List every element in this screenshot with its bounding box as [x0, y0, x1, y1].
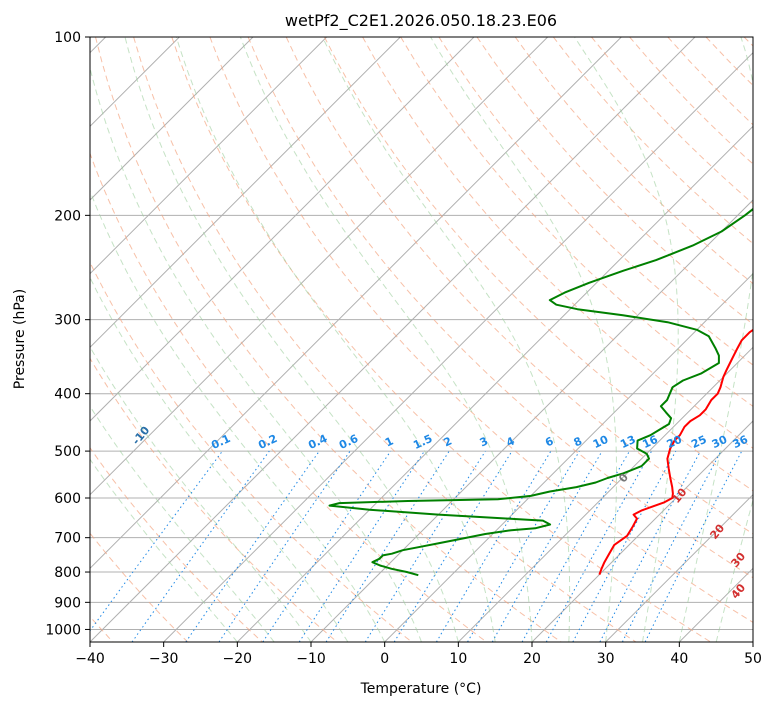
isotherm: [384, 272, 753, 642]
x-tick-label: 30: [597, 651, 615, 667]
x-axis: −40 −30 −20 −10 0 10 20 30 40 50: [75, 642, 762, 667]
y-tick-label: 600: [54, 491, 81, 507]
isotherm: [752, 641, 753, 642]
dry-adiabat: [95, 37, 562, 642]
moist-adiabat: [574, 37, 679, 642]
y-tick-label: 900: [54, 595, 81, 611]
x-tick-label: 40: [670, 651, 688, 667]
y-tick-label: 700: [54, 531, 81, 547]
moist-adiabat: [175, 37, 496, 642]
y-tick-label: 300: [54, 313, 81, 329]
mixing-ratio-line: [435, 450, 552, 642]
dry-adiabat: [285, 37, 753, 535]
y-tick-label: 400: [54, 387, 81, 403]
dry-adiabat: [90, 152, 487, 642]
y-tick-label: 200: [54, 208, 81, 224]
y-tick-label: 500: [54, 444, 81, 460]
isotherm: [531, 420, 753, 642]
dry-adiabat: [247, 37, 753, 579]
isotherm: [163, 51, 753, 642]
dry-adiabat: [438, 37, 753, 366]
mixing-ratio-line: [599, 450, 701, 642]
mixing-ratio-line: [393, 450, 513, 642]
isotherm: [605, 493, 753, 642]
moist-adiabat: [239, 37, 533, 642]
dry-adiabat: [133, 37, 637, 642]
moist-adiabat: [715, 498, 753, 642]
y-tick-label: 1000: [45, 622, 81, 638]
x-tick-label: 10: [449, 651, 467, 667]
dry-adiabat: [90, 446, 263, 642]
moist-adiabat: [678, 37, 753, 642]
moist-adiabat: [430, 37, 617, 642]
moist-adiabat: [90, 189, 386, 642]
background-lines: [90, 37, 753, 642]
y-tick-label: 800: [54, 565, 81, 581]
x-tick-label: 50: [744, 651, 762, 667]
mixing-ratio-line: [218, 450, 351, 642]
x-tick-label: 0: [380, 651, 389, 667]
x-tick-label: −20: [223, 651, 253, 667]
x-axis-label: Temperature (°C): [360, 681, 482, 697]
x-tick-label: −10: [296, 651, 326, 667]
x-tick-label: −40: [75, 651, 105, 667]
isotherm: [236, 125, 753, 642]
moist-adiabat: [90, 276, 349, 642]
mixing-ratio-label: 20: [665, 433, 685, 451]
mixing-ratio-line: [467, 450, 580, 642]
moist-adiabat: [90, 405, 275, 642]
temperature-line: [598, 328, 753, 575]
plot-area: [90, 37, 753, 642]
mixing-ratio-line: [364, 450, 486, 642]
plot-frame: [89, 36, 754, 643]
x-tick-label: −30: [149, 651, 179, 667]
y-axis-label: Pressure (hPa): [12, 289, 28, 389]
isotherm: [90, 37, 475, 422]
mixing-ratio-label: 13: [618, 433, 637, 451]
mixing-ratio-line: [298, 450, 425, 642]
x-tick-label: 20: [523, 651, 541, 667]
chart-title: wetPf2_C2E1.2026.050.18.23.E06: [285, 11, 557, 31]
dry-adiabat: [90, 357, 338, 642]
isotherm: [90, 37, 401, 349]
isotherm: [90, 37, 622, 570]
moist-adiabat: [90, 458, 238, 642]
dry-adiabat: [476, 37, 753, 325]
moist-adiabat: [322, 37, 571, 642]
dry-adiabat: [323, 37, 753, 492]
mixing-ratio-line: [572, 450, 677, 642]
dry-adiabat: [90, 261, 413, 642]
mixing-ratio-label: 10: [591, 433, 611, 451]
moist-adiabat: [124, 37, 459, 642]
mixing-ratio-label: 30: [710, 433, 730, 451]
dry-adiabat: [171, 37, 711, 642]
dewpoint-line: [328, 207, 753, 577]
isotherm: [457, 346, 753, 642]
mixing-ratio-line: [325, 450, 450, 642]
y-tick-label: 100: [54, 30, 81, 46]
isotherm: [90, 37, 254, 201]
isotherm: [90, 37, 328, 275]
dry-adiabat: [209, 37, 753, 623]
mixing-ratio-label: 25: [689, 433, 708, 451]
mixing-ratio-label: 16: [640, 433, 660, 451]
mixing-ratio-line: [262, 450, 392, 642]
profile-lines: [328, 207, 753, 577]
mixing-ratio-line: [185, 450, 320, 642]
moist-adiabat: [90, 65, 422, 642]
y-axis: 1000 900 800 700 600 500 400 300 200 100: [45, 30, 90, 638]
mixing-ratio-label: 36: [731, 433, 751, 451]
moist-adiabat: [90, 345, 312, 642]
isotherm: [90, 37, 549, 496]
